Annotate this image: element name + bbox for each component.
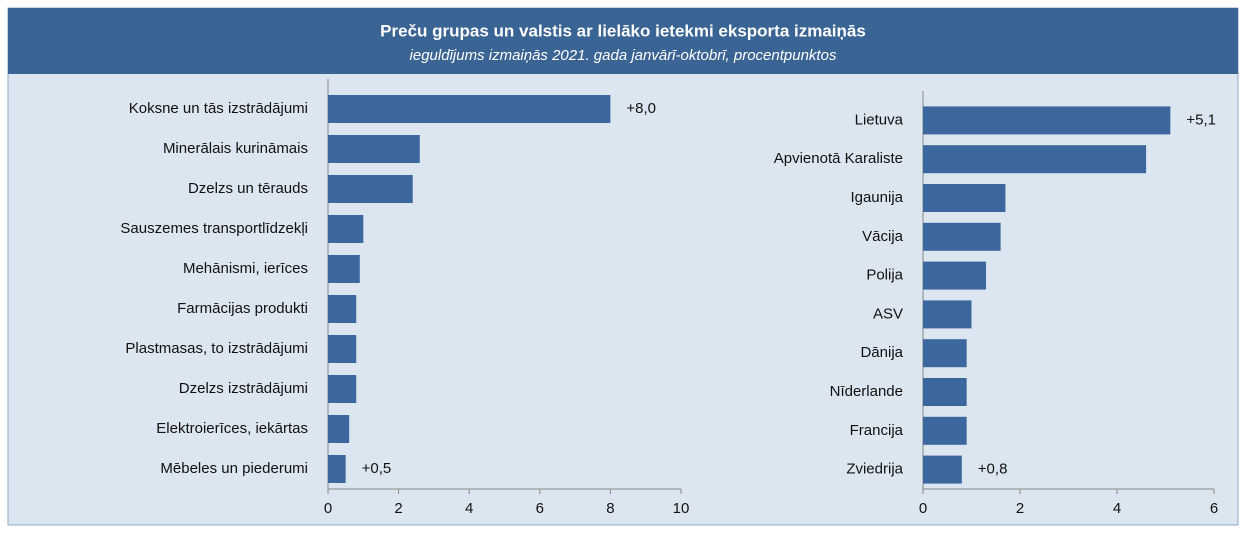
y-tick-label: Dānija [860, 344, 903, 361]
y-tick-label: Elektroierīces, iekārtas [156, 420, 308, 437]
y-tick-label: Apvienotā Karaliste [774, 150, 903, 167]
bar [923, 222, 1001, 251]
bar [328, 95, 611, 123]
bar [923, 261, 987, 290]
header-band [8, 8, 1238, 74]
x-tick-label: 4 [465, 500, 473, 517]
bar [923, 416, 967, 445]
bar [923, 455, 962, 484]
y-tick-label: Francija [850, 422, 904, 439]
y-tick-label: Nīderlande [830, 383, 903, 400]
y-tick-label: Koksne un tās izstrādājumi [129, 100, 308, 117]
panel [7, 7, 1239, 526]
y-tick-label: Dzelzs izstrādājumi [179, 380, 308, 397]
y-tick-label: Dzelzs un tērauds [188, 180, 308, 197]
x-tick-label: 4 [1113, 500, 1121, 517]
value-label: +8,0 [626, 100, 656, 117]
y-tick-label: Lietuva [855, 111, 904, 128]
x-tick-label: 0 [324, 500, 332, 517]
y-tick-label: Farmācijas produkti [177, 300, 308, 317]
bar [328, 295, 357, 323]
bar [328, 335, 357, 363]
bar [328, 135, 420, 163]
y-tick-label: Polija [866, 267, 903, 284]
bar [328, 415, 350, 443]
y-tick-label: Mēbeles un piederumi [160, 460, 308, 477]
bar [328, 255, 360, 283]
y-tick-label: Plastmasas, to izstrādājumi [125, 340, 308, 357]
x-tick-label: 8 [606, 500, 614, 517]
bar [923, 184, 1006, 212]
x-tick-label: 2 [394, 500, 402, 517]
x-tick-label: 6 [536, 500, 544, 517]
bar [923, 145, 1147, 174]
bar [923, 106, 1171, 135]
header: Preču grupas un valstis ar lielāko ietek… [8, 8, 1238, 74]
y-tick-label: Igaunija [850, 189, 903, 206]
bar [923, 339, 967, 368]
y-tick-label: Minerālais kurināmais [163, 140, 308, 157]
y-tick-label: Sauszemes transportlīdzekļi [120, 220, 308, 237]
x-tick-label: 2 [1016, 500, 1024, 517]
y-tick-label: ASV [873, 305, 903, 322]
bar [328, 175, 413, 203]
bar [328, 375, 357, 403]
bar [328, 215, 364, 243]
bar [923, 300, 972, 329]
x-tick-label: 6 [1210, 500, 1218, 517]
y-tick-label: Zviedrija [846, 461, 903, 478]
value-label: +5,1 [1186, 111, 1216, 128]
value-label: +0,8 [978, 461, 1008, 478]
y-tick-label: Vācija [862, 228, 904, 245]
bar [328, 455, 346, 483]
x-tick-label: 10 [673, 500, 690, 517]
y-tick-label: Mehānismi, ierīces [183, 260, 308, 277]
x-tick-label: 0 [919, 500, 927, 517]
value-label: +0,5 [362, 460, 392, 477]
subtitle: ieguldījums izmaiņās 2021. gada janvārī-… [410, 47, 837, 64]
bar [923, 378, 967, 406]
title: Preču grupas un valstis ar lielāko ietek… [380, 21, 866, 40]
